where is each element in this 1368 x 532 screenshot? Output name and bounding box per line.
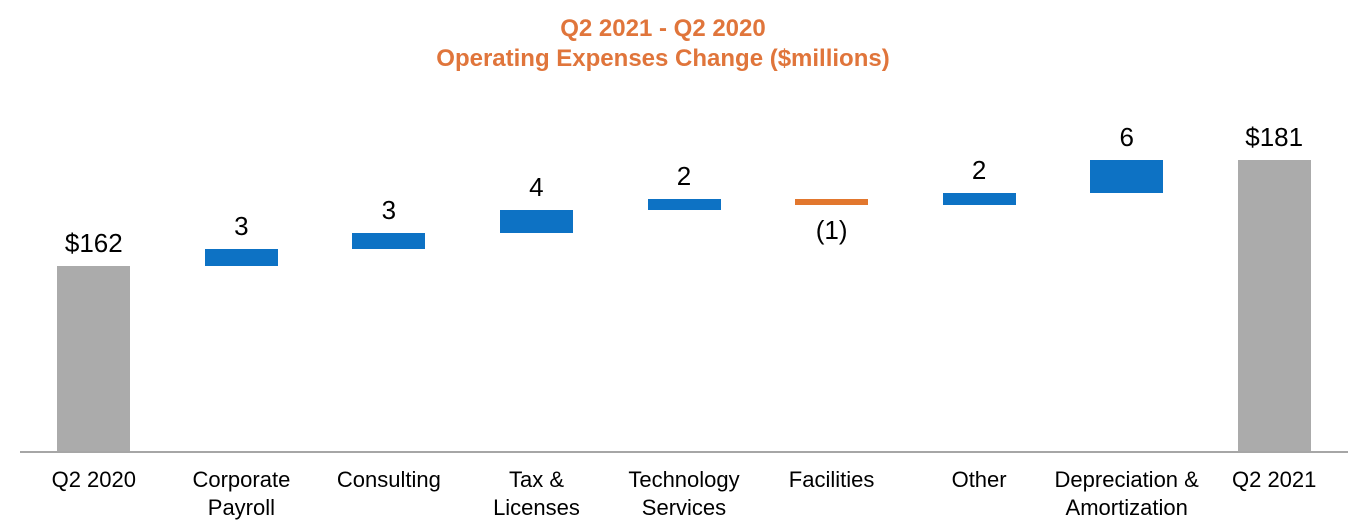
x-axis-line xyxy=(20,451,1348,453)
category-label-facilities: Facilities xyxy=(788,467,875,492)
category-label-q2-2021: Q2 2021 xyxy=(1231,467,1317,492)
value-label-q2-2020: $162 xyxy=(64,228,123,259)
value-label-facilities: (1) xyxy=(815,214,848,245)
value-label-technology-services: 2 xyxy=(676,161,692,191)
value-label-consulting: 3 xyxy=(381,194,397,225)
bar-consulting xyxy=(352,232,426,250)
bar-q2-2021 xyxy=(1237,159,1311,451)
chart-title-line1: Q2 2021 - Q2 2020 xyxy=(560,15,766,42)
bar-depreciation-amortization xyxy=(1090,159,1164,194)
value-label-q2-2021: $181 xyxy=(1245,121,1304,152)
chart-title-line2: Operating Expenses Change ($millions) xyxy=(436,45,890,72)
value-label-corporate-payroll: 3 xyxy=(234,211,249,242)
category-label-corporate-payroll: Corporate Payroll xyxy=(192,467,291,520)
bar-facilities xyxy=(795,199,869,205)
category-label-q2-2020: Q2 2020 xyxy=(51,467,136,492)
bar-tax-licenses xyxy=(499,210,573,233)
value-label-tax-licenses: 4 xyxy=(529,172,544,203)
category-label-technology-services: Technology Services xyxy=(628,467,740,520)
category-label-depreciation-amortization: Depreciation & Amortization xyxy=(1054,467,1199,520)
category-label-consulting: Consulting xyxy=(336,467,441,492)
chart-title: Q2 2021 - Q2 2020 Operating Expenses Cha… xyxy=(0,14,1326,74)
bar-corporate-payroll xyxy=(204,249,278,267)
bar-technology-services xyxy=(647,199,721,211)
bar-q2-2020 xyxy=(57,266,131,451)
category-label-other: Other xyxy=(951,467,1007,492)
category-label-tax-licenses: Tax & Licenses xyxy=(493,467,580,520)
value-label-depreciation-amortization: 6 xyxy=(1119,121,1134,152)
value-label-other: 2 xyxy=(971,155,987,186)
bar-other xyxy=(942,193,1016,205)
